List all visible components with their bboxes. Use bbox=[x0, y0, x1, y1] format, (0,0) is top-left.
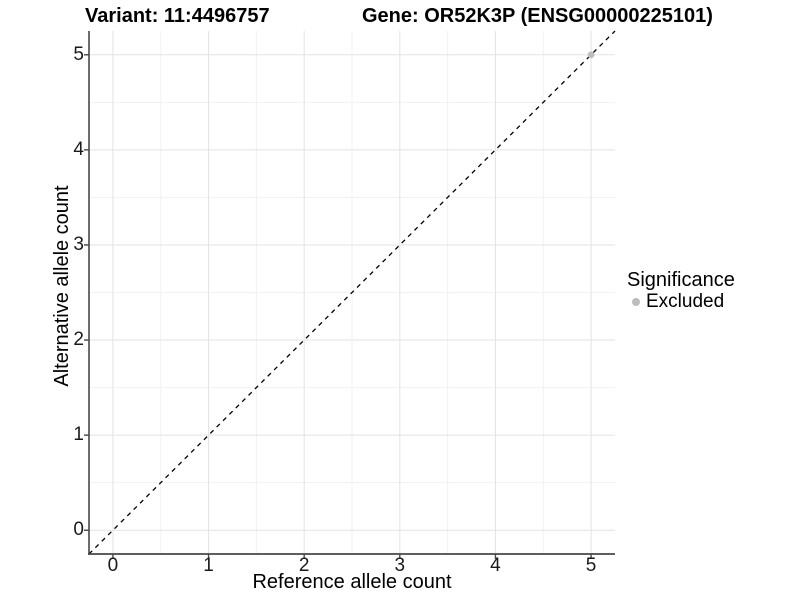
legend-item-label: Excluded bbox=[646, 291, 725, 312]
x-tick-label: 0 bbox=[107, 555, 119, 576]
y-tick-label: 0 bbox=[73, 519, 84, 541]
x-tick-label: 4 bbox=[490, 555, 501, 576]
legend: Significance Excluded bbox=[627, 269, 735, 312]
data-point-excluded bbox=[587, 51, 595, 59]
legend-item-excluded: Excluded bbox=[627, 292, 735, 312]
identity-dashed-line bbox=[88, 30, 616, 555]
x-axis-title: Reference allele count bbox=[252, 571, 452, 593]
y-tick-label: 1 bbox=[73, 424, 84, 446]
x-tick-label: 1 bbox=[203, 555, 214, 576]
y-tick-label: 5 bbox=[73, 43, 84, 65]
y-axis-title: Alternative allele count bbox=[51, 185, 73, 387]
x-tick-label: 3 bbox=[394, 555, 406, 576]
y-tick-label: 3 bbox=[73, 233, 84, 255]
x-tick-label: 5 bbox=[585, 555, 597, 576]
x-tick-label: 2 bbox=[298, 555, 310, 576]
variant-title: Variant: 11:4496757 bbox=[85, 5, 270, 27]
excluded-marker-icon bbox=[632, 298, 640, 306]
y-tick-label: 4 bbox=[73, 138, 84, 160]
legend-title: Significance bbox=[627, 269, 735, 291]
y-tick-label: 2 bbox=[73, 329, 84, 351]
gene-title: Gene: OR52K3P (ENSG00000225101) bbox=[362, 5, 713, 27]
